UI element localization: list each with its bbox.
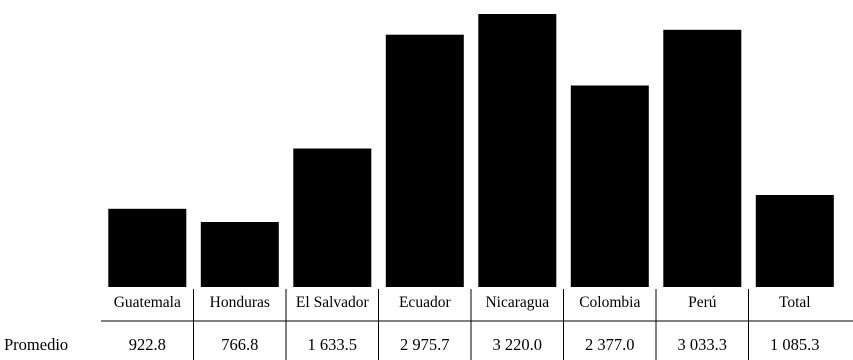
bar-honduras <box>200 222 279 287</box>
value-label-honduras: 766.8 <box>221 335 258 354</box>
category-label-honduras: Honduras <box>210 294 270 311</box>
category-labels: Guatemala Honduras El Salvador Ecuador Nicar… <box>114 294 811 311</box>
value-label-colombia: 2 377.0 <box>585 335 635 354</box>
bar-ecuador <box>385 34 464 288</box>
value-label-ecuador: 2 975.7 <box>400 335 450 354</box>
bar-peru <box>663 29 742 288</box>
bar-guatemala <box>108 208 187 287</box>
value-label-nicaragua: 3 220.0 <box>493 335 543 354</box>
bars-group <box>108 14 834 288</box>
category-label-total: Total <box>779 294 811 311</box>
value-label-total: 1 085.3 <box>770 335 820 354</box>
category-label-nicaragua: Nicaragua <box>485 294 549 311</box>
category-label-el-salvador: El Salvador <box>296 294 370 311</box>
value-label-guatemala: 922.8 <box>129 335 166 354</box>
bar-nicaragua <box>478 14 557 287</box>
bar-total <box>755 195 834 287</box>
column-separators <box>193 289 749 360</box>
bar-el-salvador <box>293 148 372 287</box>
category-label-peru: Perú <box>688 294 717 311</box>
value-label-el-salvador: 1 633.5 <box>308 335 358 354</box>
category-label-ecuador: Ecuador <box>399 294 451 311</box>
data-table: Guatemala Honduras El Salvador Ecuador Nicar… <box>4 289 853 360</box>
category-label-guatemala: Guatemala <box>114 294 181 311</box>
value-label-peru: 3 033.3 <box>678 335 728 354</box>
row-label-promedio: Promedio <box>4 335 68 354</box>
category-label-colombia: Colombia <box>579 294 640 311</box>
bar-colombia <box>570 85 649 287</box>
value-labels: 922.8 766.8 1 633.5 2 975.7 3 220.0 2 377.0 3 … <box>129 335 820 354</box>
